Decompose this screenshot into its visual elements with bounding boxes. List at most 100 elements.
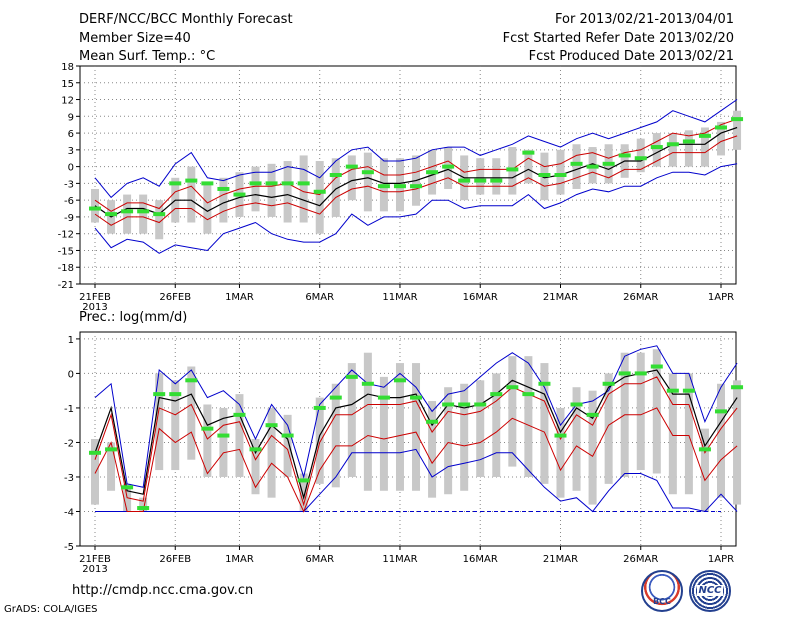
median-marker — [361, 170, 374, 175]
y-tick-label: 3 — [68, 146, 74, 157]
median-marker — [650, 364, 663, 369]
precip-panel-title: Prec.: log(mm/d) — [79, 310, 188, 325]
ensemble-box — [684, 373, 693, 495]
y-tick-label: -6 — [64, 196, 74, 207]
median-marker — [377, 395, 390, 400]
median-marker — [490, 178, 503, 183]
median-marker — [602, 381, 615, 386]
ensemble-box — [347, 155, 356, 201]
ensemble-box — [700, 127, 709, 167]
median-marker — [715, 125, 727, 130]
ensemble-box — [636, 138, 645, 173]
median-marker — [137, 209, 150, 214]
ensemble-box — [251, 166, 260, 212]
ensemble-box — [331, 158, 340, 217]
median-marker — [393, 184, 406, 189]
y-tick-label: 6 — [68, 129, 74, 140]
median-marker — [586, 164, 599, 169]
y-tick-label: -21 — [58, 280, 74, 291]
x-tick-label: 21MAR — [543, 292, 578, 303]
median-marker — [602, 161, 615, 166]
series-max-line — [94, 345, 738, 488]
ensemble-box — [155, 200, 164, 240]
median-marker — [650, 145, 663, 150]
x-tick-label: 21FEB — [79, 554, 111, 565]
ensemble-box — [460, 383, 469, 491]
ensemble-box — [717, 383, 725, 498]
median-marker — [265, 423, 278, 428]
y-tick-label: 15 — [61, 79, 74, 90]
median-marker — [554, 173, 567, 177]
median-marker — [474, 402, 487, 407]
y-tick-label: -3 — [64, 473, 74, 484]
y-tick-label: 12 — [61, 96, 74, 107]
ensemble-box — [267, 163, 276, 217]
median-marker — [618, 371, 631, 376]
median-marker — [698, 447, 711, 452]
x-year-label: 2013 — [82, 302, 107, 313]
ensemble-box — [139, 497, 148, 512]
median-marker — [137, 506, 150, 511]
median-marker — [105, 447, 118, 452]
ensemble-box — [444, 387, 453, 495]
ensemble-box — [508, 356, 517, 467]
y-tick-label: -1 — [64, 404, 74, 415]
median-marker — [249, 447, 262, 452]
median-marker — [121, 209, 134, 214]
x-tick-label: 1MAR — [225, 554, 254, 565]
ensemble-box — [588, 390, 597, 505]
median-marker — [185, 178, 198, 183]
ensemble-box — [299, 473, 308, 512]
median-marker — [682, 388, 695, 393]
median-marker — [313, 405, 326, 410]
chart-title: DERF/NCC/BCC Monthly Forecast — [79, 12, 293, 27]
ensemble-box — [267, 407, 276, 498]
ensemble-box — [315, 161, 324, 234]
median-marker — [281, 433, 294, 438]
ensemble-box — [123, 194, 132, 234]
ensemble-box — [155, 373, 164, 471]
ensemble-box — [331, 383, 340, 488]
median-marker — [666, 142, 679, 147]
ensemble-box — [717, 121, 725, 156]
median-marker — [522, 392, 535, 397]
y-tick-label: -18 — [58, 263, 74, 274]
ensemble-box — [187, 366, 196, 460]
median-marker — [538, 381, 551, 386]
x-tick-label: 1APR — [708, 292, 734, 303]
ensemble-box — [572, 144, 581, 189]
median-marker — [666, 388, 679, 393]
bcc-logo: BCC — [641, 570, 683, 612]
ensemble-box — [604, 373, 613, 484]
median-marker — [522, 150, 535, 155]
x-tick-label: 6MAR — [305, 292, 334, 303]
ensemble-box — [476, 380, 485, 477]
ensemble-box — [363, 152, 372, 212]
ensemble-box — [428, 401, 437, 498]
median-marker — [233, 192, 246, 197]
median-marker — [217, 186, 230, 191]
x-tick-label: 1MAR — [225, 292, 254, 303]
y-tick-label: 0 — [68, 369, 74, 380]
ensemble-box — [347, 363, 356, 477]
median-marker — [731, 385, 744, 390]
y-tick-label: -15 — [58, 246, 74, 257]
x-tick-label: 1APR — [708, 554, 734, 565]
ensemble-box — [171, 380, 180, 471]
source-url[interactable]: http://cmdp.ncc.cma.gov.cn — [72, 583, 254, 598]
median-marker — [570, 402, 583, 407]
median-marker — [506, 167, 519, 172]
ensemble-box — [139, 194, 148, 234]
median-marker — [297, 478, 310, 483]
x-tick-label: 26FEB — [159, 292, 191, 303]
ensemble-box — [379, 376, 388, 491]
ensemble-box — [187, 166, 196, 223]
ensemble-box — [235, 394, 244, 477]
median-marker — [731, 117, 744, 122]
x-tick-label: 21MAR — [543, 554, 578, 565]
series-max-line — [94, 99, 738, 199]
median-marker — [329, 173, 342, 177]
y-tick-label: 9 — [68, 112, 74, 123]
median-marker — [490, 392, 503, 397]
y-tick-label: -2 — [64, 438, 74, 449]
